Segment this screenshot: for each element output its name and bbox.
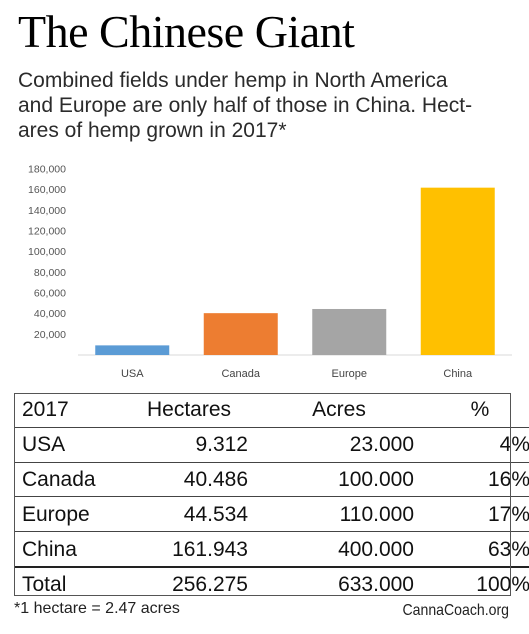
y-tick-label: 20,000 — [34, 329, 66, 341]
x-tick-label: Canada — [221, 368, 260, 380]
row-percent: 16% — [422, 462, 529, 498]
header-year: 2017 — [14, 393, 122, 428]
row-region: Europe — [14, 496, 122, 533]
total-label: Total — [14, 565, 122, 602]
bar-chart: 20,000 40,000 60,000 80,000 100,000 120,000 14… — [28, 164, 512, 380]
row-acres: 100.000 — [256, 462, 422, 498]
bar-europe — [312, 308, 387, 355]
x-tick-label: China — [443, 368, 473, 380]
y-tick-label: 120,000 — [28, 226, 66, 238]
row-hectares: 161.943 — [122, 531, 256, 568]
y-tick-label: 60,000 — [34, 288, 66, 300]
subtitle-line: Combined fields under hemp in North Amer… — [18, 69, 448, 92]
header-hectares: Hectares — [122, 393, 256, 428]
table-row: Canada 40.486 100.000 16% — [14, 462, 529, 498]
x-tick-label: Europe — [332, 368, 367, 380]
total-acres: 633.000 — [256, 565, 422, 602]
table-total-row: Total 256.275 633.000 100% — [14, 565, 529, 602]
bar-usa — [95, 345, 170, 355]
credit: CannaCoach.org — [402, 602, 509, 619]
y-tick-label: 160,000 — [28, 184, 66, 196]
bar-canada — [203, 313, 278, 355]
row-acres: 23.000 — [256, 427, 422, 463]
y-tick-label: 140,000 — [28, 205, 66, 217]
row-percent: 17% — [422, 496, 529, 533]
footnote: *1 hectare = 2.47 acres — [14, 600, 180, 617]
table-header-row: 2017 Hectares Acres % — [14, 393, 529, 428]
hemp-table: 2017 Hectares Acres % USA 9.312 23.000 4… — [14, 393, 529, 602]
row-percent: 4% — [422, 427, 529, 463]
row-acres: 110.000 — [256, 496, 422, 533]
row-region: USA — [14, 427, 122, 463]
row-percent: 63% — [422, 531, 529, 568]
table-row: USA 9.312 23.000 4% — [14, 427, 529, 463]
subtitle-line: ares of hemp grown in 2017* — [18, 119, 287, 142]
row-hectares: 44.534 — [122, 496, 256, 533]
subtitle: Combined fields under hemp in North Amer… — [18, 68, 518, 143]
row-acres: 400.000 — [256, 531, 422, 568]
total-percent: 100% — [422, 565, 529, 602]
x-tick-label: USA — [121, 368, 144, 380]
total-hectares: 256.275 — [122, 565, 256, 602]
table-row: Europe 44.534 110.000 17% — [14, 496, 529, 533]
subtitle-line: and Europe are only half of those in Chi… — [18, 94, 473, 117]
y-tick-label: 80,000 — [34, 267, 66, 279]
row-region: Canada — [14, 462, 122, 498]
row-hectares: 40.486 — [122, 462, 256, 498]
y-tick-label: 180,000 — [28, 164, 66, 176]
row-hectares: 9.312 — [122, 427, 256, 463]
page-title: The Chinese Giant — [18, 6, 355, 57]
header-percent: % — [422, 393, 529, 428]
header-acres: Acres — [256, 393, 422, 428]
y-tick-label: 40,000 — [34, 308, 66, 320]
table-row: China 161.943 400.000 63% — [14, 531, 529, 568]
bar-china — [420, 187, 495, 355]
row-region: China — [14, 531, 122, 568]
y-tick-label: 100,000 — [28, 246, 66, 258]
